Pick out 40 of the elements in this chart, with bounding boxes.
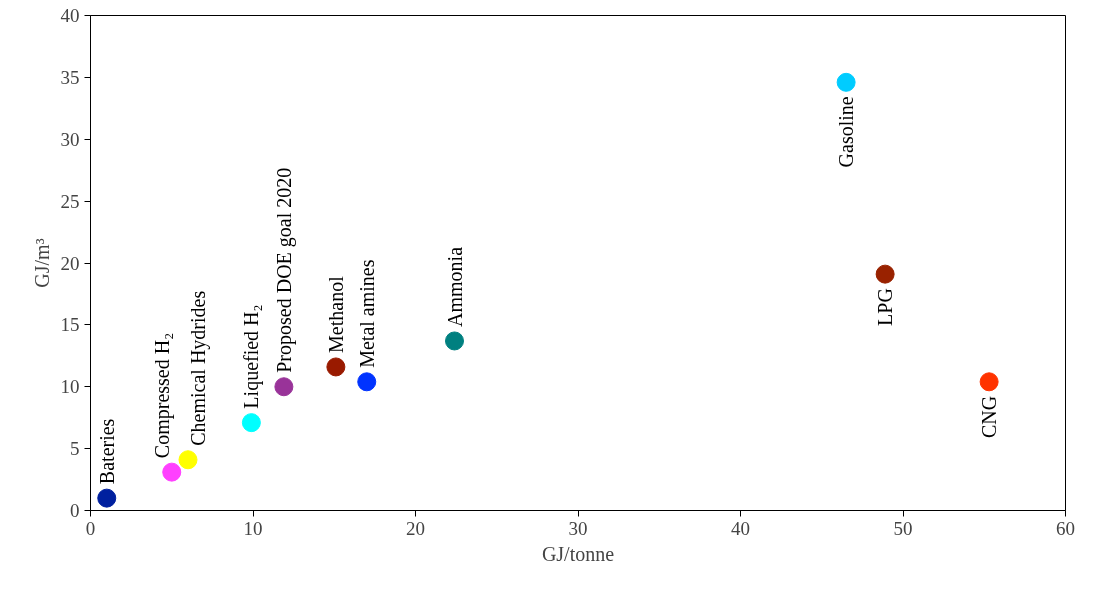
point	[178, 450, 198, 470]
y-tick-label: 30	[60, 128, 80, 150]
text: Metal amines	[355, 259, 378, 368]
text: LPG	[874, 288, 897, 326]
x-tick-label: 0	[85, 517, 96, 539]
point	[836, 72, 856, 92]
y-tick-label: 0	[70, 500, 80, 521]
y-tick-label: 20	[60, 252, 80, 274]
x-tick-label: 40	[731, 517, 750, 539]
y-axis-title: GJ/m³	[30, 238, 53, 288]
point	[241, 413, 261, 433]
y-tick-label: 10	[60, 376, 80, 398]
y-tick-label: 35	[60, 66, 80, 88]
x-axis-title: GJ/tonne	[541, 542, 615, 565]
point	[875, 264, 895, 284]
y-tick-label: 5	[70, 438, 80, 460]
point	[274, 377, 294, 397]
point	[97, 488, 117, 508]
x-tick-label: 20	[406, 517, 425, 539]
text: Methanol	[324, 275, 347, 353]
text: Compressed H₂	[150, 332, 174, 459]
point	[445, 331, 464, 351]
point	[326, 357, 346, 377]
text: Gasoline	[835, 96, 858, 168]
text: Liquefied H₂	[240, 304, 264, 409]
text: Bateries	[95, 418, 118, 485]
point	[162, 462, 182, 482]
text: Proposed DOE goal 2020	[272, 167, 296, 373]
x-tick-label: 10	[243, 517, 263, 539]
point	[357, 372, 377, 392]
y-tick-label: 40	[60, 5, 80, 26]
y-tick-label: 15	[60, 314, 80, 336]
x-tick-label: 60	[1056, 517, 1075, 539]
text: CNG	[978, 395, 1001, 439]
point	[979, 372, 999, 392]
x-tick-label: 50	[893, 517, 913, 539]
x-tick-label: 30	[568, 517, 588, 539]
text: Chemical Hydrides	[187, 290, 210, 446]
y-tick-label: 25	[60, 190, 80, 212]
text: Ammonia	[443, 246, 466, 327]
